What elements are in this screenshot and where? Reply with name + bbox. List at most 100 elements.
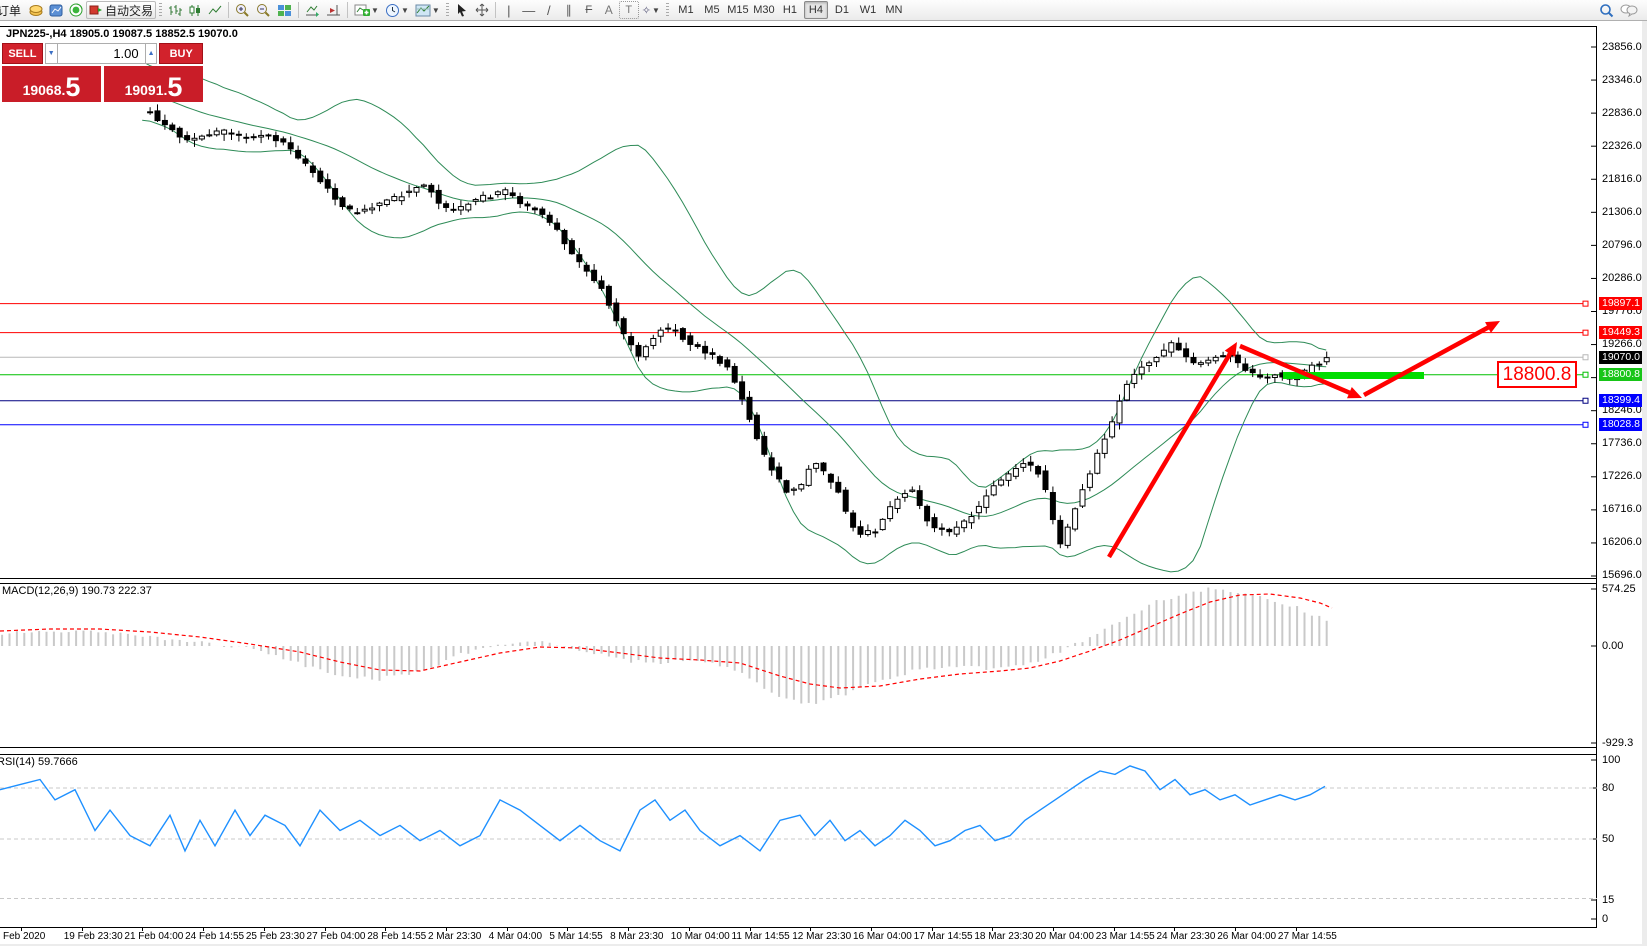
timeframe-d1[interactable]: D1 (834, 4, 849, 16)
time-axis-label: 25 Feb 23:30 (245, 931, 305, 942)
time-axis-label: 20 Mar 04:00 (1035, 931, 1094, 942)
periods-button[interactable]: ▼ (382, 1, 412, 19)
new-order-button[interactable]: 订单 (0, 3, 22, 18)
time-axis-tick (810, 928, 812, 931)
time-axis-tick (203, 928, 205, 931)
auto-scroll-button[interactable] (302, 1, 323, 19)
vertical-line-button[interactable]: | (507, 2, 511, 18)
buy-price: 19091. (124, 82, 168, 98)
time-axis-label: 24 Mar 23:30 (1156, 931, 1216, 942)
new-order-icon[interactable] (26, 1, 46, 19)
time-axis-label: 11 Mar 14:55 (731, 931, 790, 942)
sell-price: 19068. (22, 82, 66, 98)
price-axis-label: 19266.0 (1602, 338, 1642, 351)
volume-input[interactable] (57, 43, 145, 64)
shapes-icon: ✧ (641, 4, 652, 17)
timeframe-w1[interactable]: W1 (859, 4, 877, 16)
time-axis-tick (1295, 928, 1297, 931)
triangle-up-icon: ▲ (147, 50, 155, 57)
price-axis-label: 20796.0 (1602, 238, 1642, 251)
time-axis-tick (263, 928, 265, 931)
window-edge (0, 944, 1647, 946)
time-axis-tick (142, 928, 144, 931)
rsi-panel (0, 765, 1597, 899)
signals-icon[interactable] (66, 1, 86, 19)
timeframe-m30[interactable]: M30 (753, 4, 775, 16)
autotrading-button[interactable]: 自动交易 (86, 1, 157, 19)
separator (347, 2, 349, 18)
chevron-down-icon: ▼ (400, 5, 409, 15)
chat-icon[interactable] (1617, 1, 1641, 19)
trendline-button[interactable]: / (546, 2, 551, 18)
templates-button[interactable]: ▼ (412, 1, 443, 19)
channel-button[interactable]: ∥ (565, 3, 572, 17)
timeframe-mn[interactable]: MN (885, 4, 903, 16)
time-axis-tick (931, 928, 933, 931)
time-axis-tick (445, 928, 447, 931)
time-axis-label: 27 Mar 14:55 (1277, 931, 1337, 942)
chevron-down-icon: ▼ (652, 5, 660, 15)
price-axis: 23856.0 23346.0 22836.0 22326.0 21816.0 21306… (1598, 21, 1643, 946)
sell-button[interactable]: SELL (2, 43, 43, 64)
zoom-in-button[interactable] (232, 1, 253, 19)
time-axis-tick (992, 928, 994, 931)
time-axis-tick (81, 928, 83, 931)
timeframe-m1[interactable]: M1 (678, 4, 694, 16)
toolbar-handle (445, 3, 449, 17)
line-chart-button[interactable] (205, 1, 225, 19)
time-axis-label: 12 Mar 23:30 (792, 931, 852, 942)
crosshair-button[interactable] (472, 1, 492, 19)
chart-svg (0, 26, 1597, 928)
timeframe-m5[interactable]: M5 (704, 4, 720, 16)
text-button[interactable]: A (604, 3, 613, 17)
triangle-down-icon: ▼ (47, 50, 55, 57)
price-level-label: 18800.8 (1599, 368, 1643, 382)
time-axis-label: 19 Feb 23:30 (63, 931, 123, 942)
price-level-label: 18399.4 (1599, 394, 1643, 408)
fibonacci-button[interactable]: F (585, 4, 593, 16)
charts-icon[interactable] (46, 1, 66, 19)
buy-price-box[interactable]: 19091. 5 (104, 66, 203, 102)
price-annotation[interactable]: 18800.8 (1497, 361, 1577, 388)
candlestick-chart-button[interactable] (185, 1, 205, 19)
timeframe-h4[interactable]: H4 (803, 1, 828, 19)
price-level-label: 19449.3 (1599, 326, 1643, 340)
horizontal-line-button[interactable]: — (522, 2, 536, 18)
time-axis-tick (1235, 928, 1237, 931)
time-axis-tick (1053, 928, 1055, 931)
tile-windows-button[interactable] (274, 1, 295, 19)
volume-up-button[interactable]: ▲ (144, 43, 158, 64)
window-edge (1642, 21, 1647, 946)
rsi-label: RSI(14) 59.7666 (0, 756, 78, 768)
macd-panel (0, 587, 1333, 704)
candlesticks (147, 104, 1330, 549)
chart-canvas[interactable] (0, 21, 1598, 946)
time-axis-tick (324, 928, 326, 931)
price-axis-label: 23346.0 (1602, 73, 1642, 86)
rsi-axis-label: 80 (1602, 781, 1615, 794)
timeframe-m15[interactable]: M15 (727, 4, 749, 16)
cursor-button[interactable] (452, 1, 472, 19)
price-axis-label: 23856.0 (1602, 40, 1642, 53)
timeframe-h1[interactable]: H1 (782, 4, 797, 16)
buy-price-fraction: 5 (167, 72, 183, 102)
zoom-out-button[interactable] (253, 1, 274, 19)
volume-down-button[interactable]: ▼ (44, 43, 58, 64)
search-icon[interactable] (1596, 1, 1617, 19)
shapes-button[interactable]: ✧ ▼ (639, 1, 663, 19)
time-axis-label: 4 Mar 04:00 (488, 931, 543, 942)
time-axis-label: 5 Mar 14:55 (549, 931, 603, 942)
time-axis-tick (749, 928, 751, 931)
sell-price-box[interactable]: 19068. 5 (2, 66, 101, 102)
price-axis-label: 22326.0 (1602, 139, 1642, 152)
toolbar-handle (665, 3, 669, 17)
toolbar: 订单 自动交易 ▼ ▼ ▼ | — / ∥ F A T ✧ ▼ (0, 0, 1647, 21)
label-button[interactable]: T (618, 1, 639, 19)
separator (298, 2, 300, 18)
time-axis-label: 8 Mar 23:30 (610, 931, 664, 942)
price-axis-label: 17226.0 (1602, 470, 1642, 483)
bar-chart-button[interactable] (165, 1, 185, 19)
buy-button[interactable]: BUY (159, 43, 203, 64)
chart-shift-button[interactable] (323, 1, 344, 19)
new-chart-button[interactable]: ▼ (351, 1, 382, 19)
